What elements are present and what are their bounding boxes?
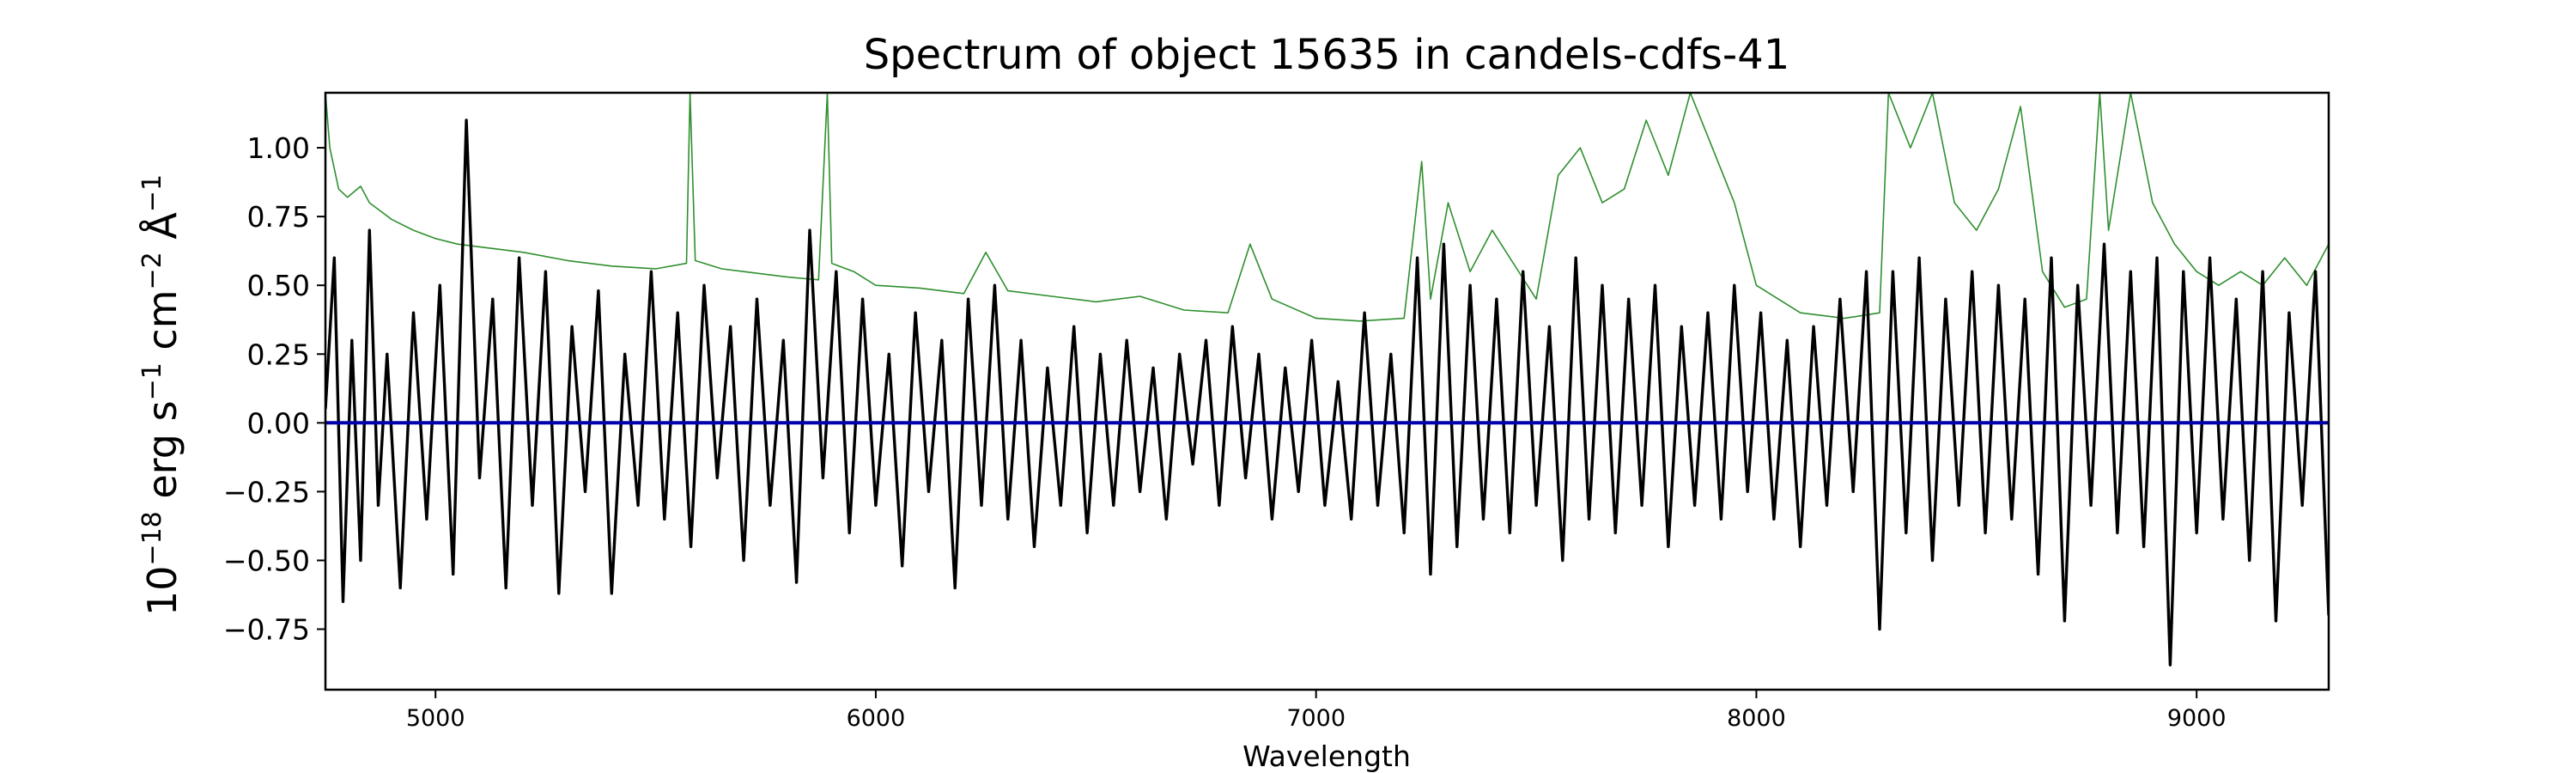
ylabel-part-0: 10 bbox=[139, 566, 185, 617]
x-tick-label-6000: 6000 bbox=[847, 705, 906, 732]
x-tick-label-8000: 8000 bbox=[1727, 705, 1786, 732]
y-tick-label-7: −0.75 bbox=[223, 613, 310, 647]
chart-title: Spectrum of object 15635 in candels-cdfs… bbox=[864, 31, 1790, 79]
y-tick-label-4: 0.00 bbox=[247, 406, 310, 440]
y-tick-label-6: −0.50 bbox=[223, 544, 310, 577]
y-tick-label-2: 0.50 bbox=[247, 269, 310, 302]
x-tick-label-7000: 7000 bbox=[1286, 705, 1346, 732]
y-tick-label-1: 0.75 bbox=[247, 200, 310, 234]
ylabel-part-3: −1 bbox=[137, 362, 167, 400]
series-line-error bbox=[325, 93, 2329, 322]
ylabel-part-6: Å bbox=[139, 212, 185, 253]
y-tick-label-0: 1.00 bbox=[247, 131, 310, 165]
ylabel-part-4: cm bbox=[139, 289, 185, 362]
ylabel-part-1: −18 bbox=[137, 511, 167, 565]
y-axis-label: 10−18 erg s−1 cm−2 Å−1 bbox=[137, 174, 185, 616]
series-layer bbox=[325, 93, 2329, 666]
ylabel-part-5: −2 bbox=[137, 252, 167, 289]
ylabel-part-7: −1 bbox=[137, 174, 167, 212]
svg-text:10−18 erg s−1 cm−2 Å−1: 10−18 erg s−1 cm−2 Å−1 bbox=[137, 174, 185, 616]
y-tick-label-5: −0.25 bbox=[223, 475, 310, 508]
x-tick-label-9000: 9000 bbox=[2167, 705, 2227, 732]
series-line-flux bbox=[325, 119, 2329, 666]
y-tick-label-3: 0.25 bbox=[247, 338, 310, 371]
plot-frame bbox=[324, 91, 2330, 691]
ylabel-part-2: erg s bbox=[139, 400, 185, 511]
x-axis-label: Wavelength bbox=[1242, 740, 1411, 773]
axes-layer: 5000 6000 7000 8000 9000 1.00 0.75 0.50 0.25 0.00… bbox=[223, 131, 2227, 732]
x-tick-label-5000: 5000 bbox=[406, 705, 465, 732]
